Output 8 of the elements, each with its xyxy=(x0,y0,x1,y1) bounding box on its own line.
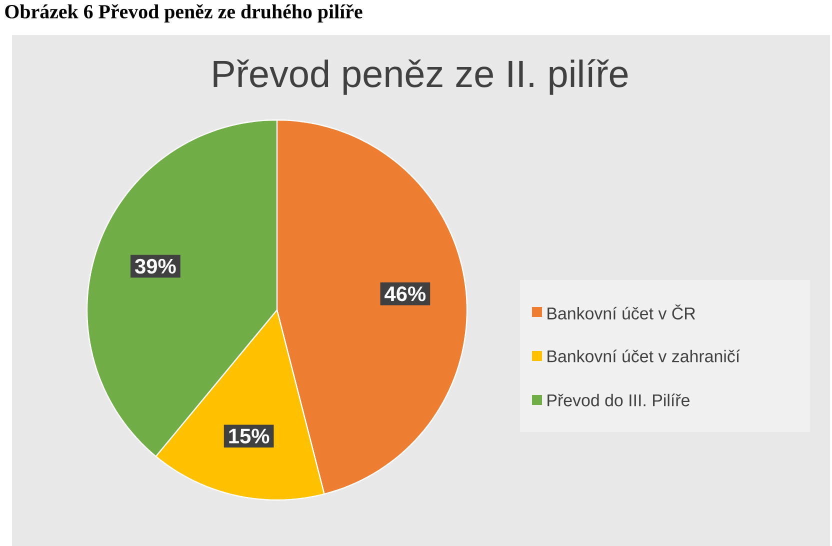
legend-label: Bankovní účet v ČR xyxy=(548,304,696,320)
chart-title: Převod peněz ze II. pilíře xyxy=(214,59,628,95)
data-label: 46% xyxy=(384,286,426,302)
text: Obrázek 6 Převod peněz ze druhého pilíře xyxy=(5,4,362,22)
legend-label: Bankovní účet v zahraničí xyxy=(548,350,740,362)
data-label: 39% xyxy=(134,258,176,274)
data-label: 15% xyxy=(229,428,270,444)
legend-label: Převod do III. Pilíře xyxy=(548,394,690,406)
